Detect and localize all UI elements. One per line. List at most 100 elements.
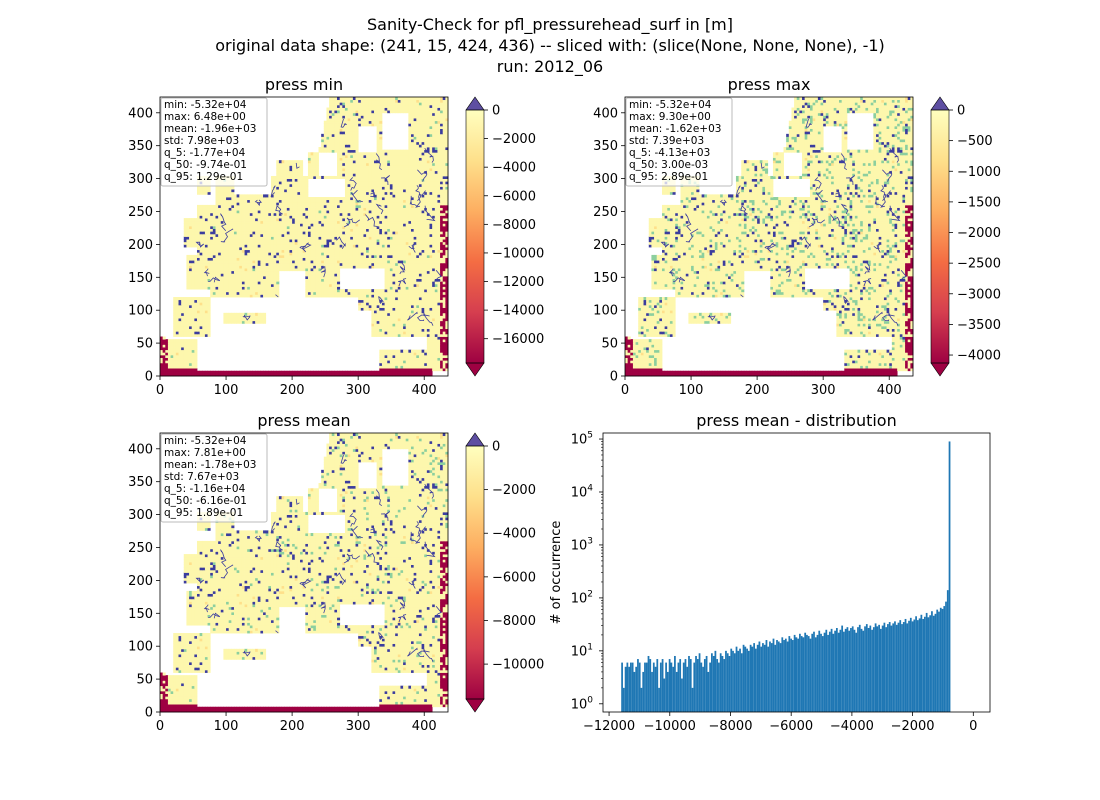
map-cell (418, 207, 422, 211)
map-cell (363, 231, 367, 235)
map-cell (387, 304, 391, 308)
map-cell (384, 310, 388, 314)
map-cell (405, 365, 409, 369)
map-cell (411, 325, 415, 330)
map-cell (403, 218, 407, 222)
map-cell (445, 239, 449, 243)
map-cell (368, 189, 372, 193)
map-cell (204, 370, 208, 374)
map-cell (392, 236, 396, 240)
map-cell (233, 249, 238, 253)
map-cell (297, 210, 301, 214)
map-cell (249, 286, 253, 290)
map-cell (292, 244, 296, 248)
map-cell (374, 223, 378, 227)
map-cell (292, 194, 296, 198)
map-cell (241, 197, 245, 201)
map-cell (434, 328, 438, 332)
map-cell (249, 315, 253, 319)
map-cell (199, 320, 203, 324)
map-cell (408, 210, 412, 214)
map-cell (440, 225, 444, 229)
map-cell (228, 225, 232, 229)
map-cell (437, 297, 441, 301)
map-cell (300, 244, 304, 248)
map-cell (429, 304, 433, 308)
map-cell (270, 294, 275, 298)
map-cell (442, 365, 446, 369)
map-cell (175, 349, 179, 353)
map-cell (374, 289, 378, 293)
map-cell (186, 233, 190, 237)
map-cell (183, 344, 187, 348)
map-cell (350, 212, 354, 216)
map-cell (276, 252, 280, 256)
map-cell (384, 315, 388, 319)
map-cell (228, 223, 232, 227)
map-cell (300, 215, 304, 219)
map-cell (165, 352, 169, 356)
map-cell (183, 362, 187, 366)
map-cell (379, 215, 383, 219)
map-cell (416, 225, 420, 229)
map-cell (405, 323, 409, 327)
map-cell (442, 228, 446, 232)
map-cell (434, 197, 438, 201)
map-cell (445, 360, 449, 364)
map-cell (339, 289, 343, 293)
map-cell (268, 273, 272, 277)
map-cell (302, 212, 306, 216)
map-cell (408, 333, 412, 337)
map-cell (366, 191, 370, 195)
map-cell (281, 218, 285, 222)
map-cell (387, 289, 391, 293)
map-cell (307, 294, 311, 298)
map-cell (413, 299, 417, 303)
map-cell (384, 212, 388, 216)
map-cell (376, 328, 380, 332)
map-cell (223, 204, 227, 208)
map-cell (218, 260, 222, 264)
map-cell (278, 239, 282, 243)
map-cell (265, 220, 269, 224)
map-cell (305, 370, 309, 374)
map-cell (281, 236, 285, 240)
map-cell (260, 202, 264, 206)
map-cell (252, 265, 256, 269)
map-cell (255, 312, 259, 316)
map-cell (411, 220, 415, 224)
map-cell (289, 370, 293, 374)
map-cell (397, 328, 401, 332)
map-cell (395, 281, 399, 285)
map-cell (384, 194, 388, 198)
map-cell (392, 289, 396, 293)
map-cell (379, 302, 383, 306)
map-cell (202, 318, 206, 322)
map-cell (318, 265, 322, 269)
map-cell (371, 247, 375, 251)
map-cell (384, 262, 388, 266)
map-cell (249, 247, 253, 251)
map-cell (294, 249, 298, 253)
map-cell (231, 202, 235, 206)
map-cell (260, 228, 264, 232)
map-cell (292, 268, 296, 272)
map-cell (223, 225, 227, 229)
map-cell (384, 273, 388, 277)
map-cell (310, 265, 314, 269)
map-cell (376, 289, 380, 293)
map-cell (323, 215, 327, 219)
map-cell (337, 283, 341, 287)
map-cell (228, 286, 232, 290)
map-cell (376, 189, 380, 193)
map-cell (305, 260, 309, 264)
map-cell (186, 244, 190, 248)
map-cell (226, 244, 230, 248)
map-cell (418, 262, 422, 266)
map-cell (189, 268, 193, 272)
map-cell (265, 289, 269, 293)
map-cell (249, 291, 253, 295)
map-cell (252, 220, 256, 224)
map-cell (268, 265, 272, 269)
map-cell (189, 325, 193, 330)
